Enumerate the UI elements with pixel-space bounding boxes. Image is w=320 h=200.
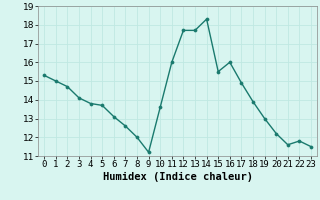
X-axis label: Humidex (Indice chaleur): Humidex (Indice chaleur)	[103, 172, 252, 182]
